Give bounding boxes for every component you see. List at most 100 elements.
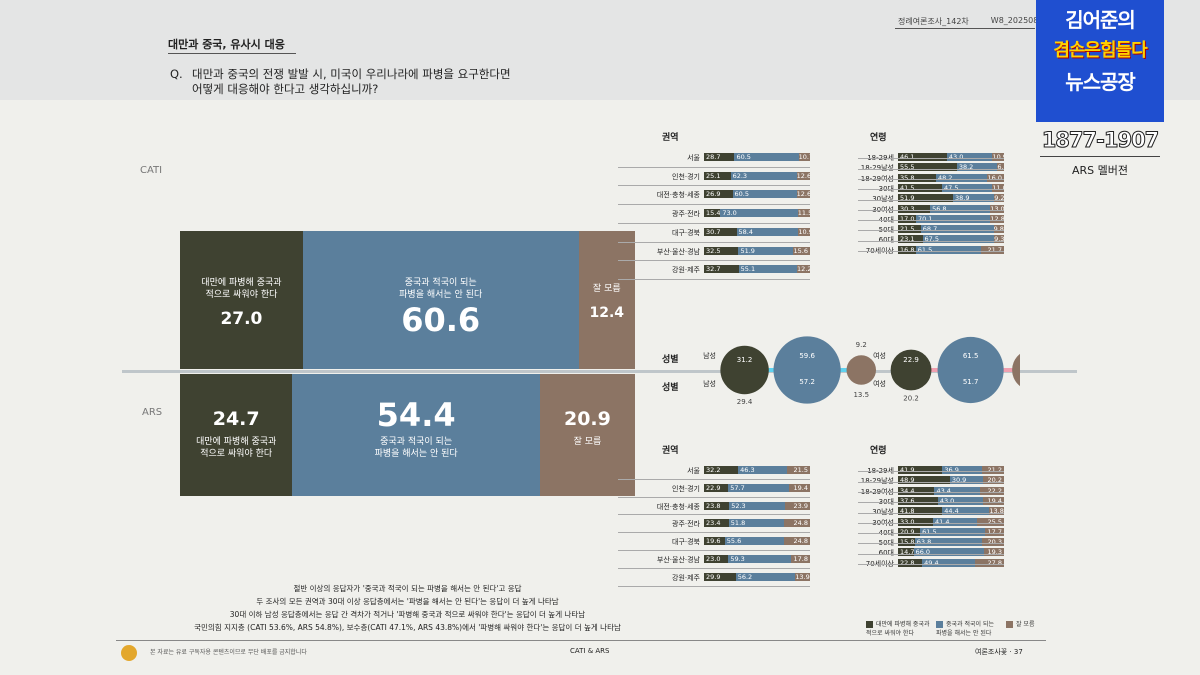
stacked-row-bar: 17.0 70.1 12.8 bbox=[898, 214, 1004, 223]
row-segment: 20.2 bbox=[982, 476, 1004, 485]
row-segment: 17.0 bbox=[898, 214, 917, 223]
cati-s3-desc: 잘 모름 bbox=[592, 284, 621, 294]
row-divider bbox=[618, 278, 810, 280]
row-segment: 25.5 bbox=[976, 517, 1004, 526]
row-label: 광주·전라 bbox=[672, 210, 700, 219]
note-line-3: 30대 이하 남성 응답층에서는 응답 간 격차가 적거나 '파병해 중국과 적… bbox=[229, 610, 586, 619]
row-segment: 15.8 bbox=[898, 538, 915, 547]
gender-label-cati: 여성 bbox=[873, 351, 886, 360]
legend-swatch-blue bbox=[936, 621, 943, 628]
row-segment: 61.5 bbox=[920, 527, 986, 536]
row-segment: 73.0 bbox=[720, 209, 798, 218]
gender-bubble bbox=[773, 336, 841, 404]
row-segment: 12.8 bbox=[990, 214, 1004, 223]
row-divider bbox=[858, 168, 1004, 170]
row-divider bbox=[858, 189, 1004, 191]
row-segment: 52.3 bbox=[729, 501, 785, 510]
sun-logo-icon bbox=[121, 645, 137, 661]
gender-bubble bbox=[937, 336, 1004, 404]
row-label: 부산·울산·경남 bbox=[656, 247, 700, 256]
row-segment: 32.7 bbox=[704, 265, 739, 274]
row-segment: 46.1 bbox=[898, 153, 947, 161]
row-segment: 23.0 bbox=[704, 555, 729, 563]
row-divider bbox=[858, 158, 1004, 160]
row-segment: 21.2 bbox=[981, 466, 1004, 474]
row-segment: 56.8 bbox=[930, 204, 991, 213]
gender-value-ars: 57.2 bbox=[799, 378, 815, 386]
stacked-row-bar: 51.9 38.9 9.2 bbox=[898, 194, 1004, 203]
row-segment: 36.9 bbox=[942, 466, 982, 474]
row-segment: 19.6 bbox=[704, 537, 725, 546]
note-line-4: 국민의힘 지지층 (CATI 53.6%, ARS 54.8%), 보수층(CA… bbox=[194, 623, 621, 632]
row-divider bbox=[858, 553, 1004, 555]
logo-line-2: 겸손은힘들다 bbox=[1053, 40, 1147, 61]
ars-s3-value: 20.9 bbox=[563, 408, 611, 430]
gender-title-cati: 성별 bbox=[662, 355, 679, 365]
row-divider bbox=[858, 502, 1004, 504]
stacked-row-bar: 25.1 62.3 12.6 bbox=[704, 171, 810, 180]
row-segment: 43.4 bbox=[934, 486, 981, 495]
stacked-row-bar: 30.758.410.9 bbox=[704, 227, 810, 236]
row-segment: 44.4 bbox=[942, 507, 990, 516]
row-segment: 38.2 bbox=[956, 163, 998, 172]
row-divider bbox=[618, 567, 810, 569]
row-segment: 22.8 bbox=[898, 558, 923, 567]
stacked-row-bar: 19.6 55.6 24.8 bbox=[704, 537, 810, 546]
row-segment: 32.2 bbox=[704, 466, 739, 474]
row-segment: 56.2 bbox=[735, 572, 796, 581]
cati-age-title: 연령 bbox=[870, 133, 887, 143]
row-divider bbox=[858, 220, 1004, 222]
channel-logo: 김어준의 겸손은힘들다 뉴스공장 bbox=[1036, 0, 1164, 122]
cati-s3-value: 12.4 bbox=[589, 305, 625, 321]
row-segment: 27.8 bbox=[974, 558, 1004, 567]
row-segment: 41.9 bbox=[898, 466, 943, 474]
years-divider bbox=[1040, 156, 1160, 157]
gender-bubble-chart: 31.229.459.657.29.213.5남성남성22.920.261.55… bbox=[703, 336, 1020, 406]
ars-s1-desc-2: 적으로 싸워야 한다 bbox=[200, 449, 273, 459]
row-divider bbox=[858, 178, 1004, 180]
row-label: 대전·충청·세종 bbox=[656, 502, 700, 511]
row-segment: 55.5 bbox=[898, 163, 957, 172]
survey-name: 정례여론조사_142차 bbox=[898, 17, 969, 26]
footer-disclaimer: 본 자료는 유료 구독자용 콘텐츠이므로 무단 배포를 금지합니다 bbox=[150, 649, 307, 656]
gender-value-ars: 51.7 bbox=[963, 378, 979, 386]
footer-divider bbox=[116, 640, 1046, 641]
row-segment: 10.9 bbox=[992, 153, 1004, 161]
row-segment: 16.0 bbox=[987, 173, 1004, 182]
row-label: 30남성 bbox=[858, 194, 894, 204]
ars-s2-value: 54.4 bbox=[376, 396, 456, 434]
logo-line-1: 김어준의 bbox=[1065, 8, 1136, 32]
row-segment: 17.7 bbox=[985, 527, 1004, 536]
row-divider bbox=[858, 230, 1004, 232]
stacked-row-bar: 26.9 60.5 12.6 bbox=[704, 190, 810, 199]
row-segment: 29.9 bbox=[704, 572, 736, 581]
gender-bubble bbox=[890, 349, 932, 391]
stacked-row-bar: 21.5 68.7 9.8 bbox=[898, 225, 1004, 234]
gender-value-cati: 9.2 bbox=[856, 341, 867, 349]
cati-bar-unsure: 잘 모름 12.4 bbox=[578, 231, 635, 369]
row-segment: 51.9 bbox=[898, 194, 953, 203]
row-segment: 11.5 bbox=[797, 209, 810, 218]
page-info-divider bbox=[895, 28, 1035, 29]
gender-value-cati: 31.2 bbox=[737, 356, 753, 364]
row-segment: 13.8 bbox=[989, 507, 1004, 516]
stacked-row-bar: 20.9 61.5 17.7 bbox=[898, 527, 1004, 536]
gender-title-ars: 성별 bbox=[662, 383, 679, 393]
row-segment: 43.0 bbox=[946, 153, 993, 161]
row-label: 인천·경기 bbox=[672, 484, 700, 493]
row-segment: 57.7 bbox=[728, 483, 790, 492]
row-label: 18-29세 bbox=[858, 153, 894, 163]
cati-s2-desc-1: 중국과 적국이 되는 bbox=[404, 278, 477, 288]
row-segment: 67.5 bbox=[922, 235, 995, 244]
question-line-2: 어떻게 대응해야 한다고 생각하십니까? bbox=[192, 82, 379, 96]
row-segment: 60.5 bbox=[732, 190, 797, 199]
gender-bubble bbox=[846, 355, 877, 385]
legend-item-unsure: 잘 모름 bbox=[1006, 619, 1034, 637]
row-segment: 30.9 bbox=[949, 476, 983, 485]
row-label: 40대 bbox=[858, 215, 894, 225]
row-segment: 51.9 bbox=[738, 246, 794, 255]
row-segment: 13.0 bbox=[990, 204, 1004, 213]
legend-label-fight: 대만에 파병해 중국과 적으로 싸워야 한다 bbox=[866, 621, 930, 637]
row-segment: 16.8 bbox=[898, 245, 916, 254]
row-segment: 11.0 bbox=[992, 183, 1004, 192]
